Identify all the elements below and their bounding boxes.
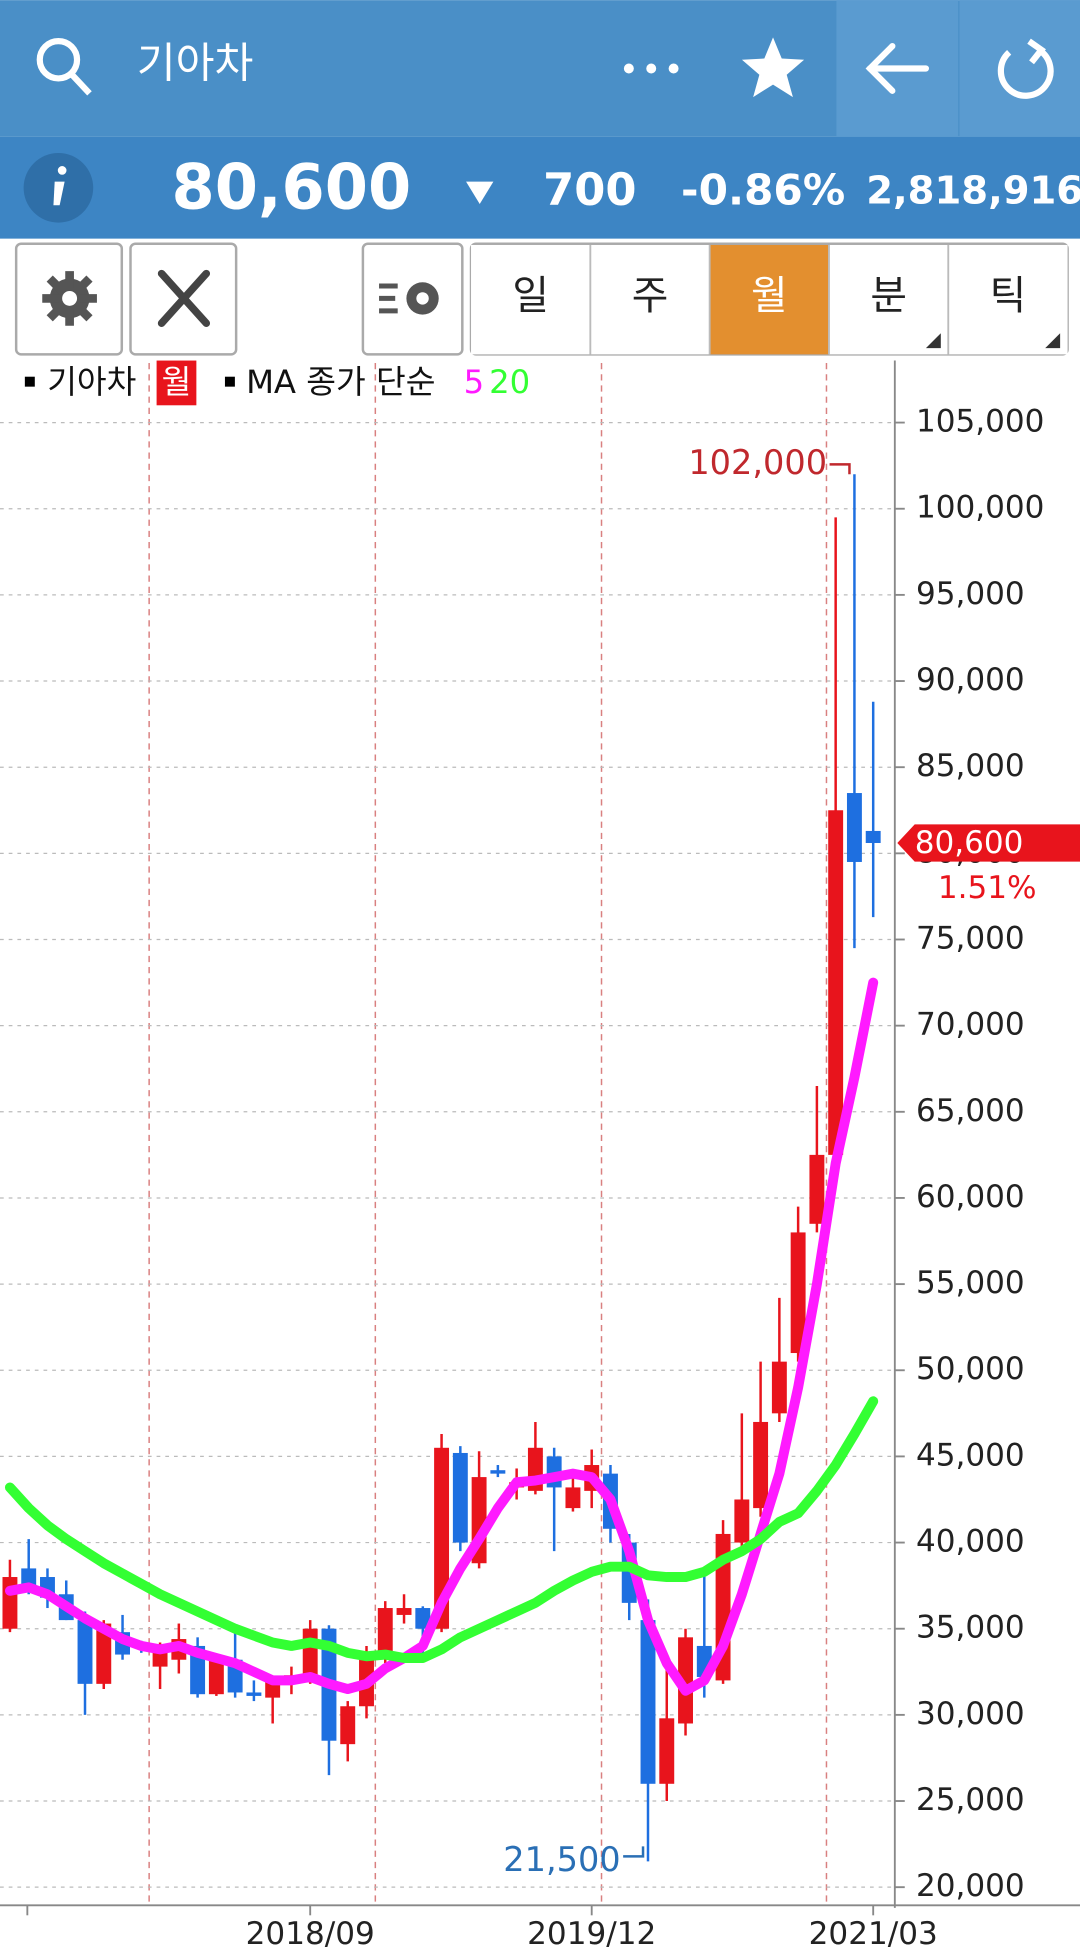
y-tick-label: 35,000 <box>916 1610 1025 1646</box>
y-tick-label: 25,000 <box>916 1782 1025 1818</box>
extreme-label: 21,500 <box>503 1840 620 1879</box>
candle-body <box>734 1499 750 1543</box>
last-price-change: 1.51% <box>938 870 1037 906</box>
indicator-settings-icon <box>379 282 439 315</box>
y-tick-label: 90,000 <box>916 662 1025 698</box>
y-tick-label: 65,000 <box>916 1093 1025 1129</box>
y-tick-label: 105,000 <box>916 404 1044 440</box>
period-tab[interactable] <box>471 244 591 355</box>
y-tick-label: 55,000 <box>916 1265 1025 1301</box>
period-tab-label[interactable]: 틱 <box>990 273 1027 319</box>
y-tick-label: 75,000 <box>916 920 1025 956</box>
period-badge: 월 <box>162 363 192 401</box>
refresh-button-bg[interactable] <box>959 0 1080 137</box>
candle-body <box>208 1659 224 1695</box>
info-icon <box>53 166 67 206</box>
search-icon[interactable] <box>36 38 92 96</box>
candle-body <box>302 1628 318 1676</box>
candle-body <box>452 1452 468 1543</box>
candle-body <box>809 1154 825 1224</box>
period-tab-label[interactable]: 월 <box>751 273 788 319</box>
volume: 2,818,916 <box>866 168 1080 213</box>
y-tick-label: 100,000 <box>916 490 1044 526</box>
candle-body <box>678 1637 693 1724</box>
candle-body <box>828 810 844 1155</box>
period-badge-bg <box>156 360 197 406</box>
y-tick-label: 40,000 <box>916 1524 1025 1560</box>
period-tab[interactable] <box>828 244 949 355</box>
period-tab[interactable] <box>948 244 1068 355</box>
dropdown-marker <box>925 333 941 349</box>
candle-body <box>96 1623 112 1684</box>
period-tab[interactable] <box>590 244 710 355</box>
y-tick-label: 85,000 <box>916 748 1025 784</box>
period-tab[interactable] <box>709 244 829 355</box>
candle-body <box>77 1620 93 1684</box>
candle-body <box>753 1421 769 1509</box>
candle-body <box>771 1361 787 1414</box>
change: 700 <box>543 163 636 216</box>
candle-body <box>246 1692 262 1696</box>
candle-body <box>340 1706 356 1745</box>
extreme-arrow <box>829 463 851 475</box>
dropdown-marker <box>1045 333 1061 349</box>
y-tick-label: 70,000 <box>916 1007 1025 1043</box>
candle-body <box>846 793 862 862</box>
candle-body <box>377 1608 393 1659</box>
candle-body <box>565 1487 581 1509</box>
candle-body <box>865 830 881 844</box>
candle-body <box>490 1470 506 1474</box>
legend-entry: 20 <box>489 363 530 401</box>
ma-line <box>4 977 879 1696</box>
back-icon[interactable] <box>865 43 929 94</box>
ma-line <box>4 1396 879 1663</box>
ma-title: MA 종가 단순 <box>246 363 435 401</box>
x-tick-label: 2018/09 <box>246 1916 375 1949</box>
tools-icon <box>157 269 211 327</box>
y-tick-label: 60,000 <box>916 1179 1025 1215</box>
candle-body <box>434 1447 450 1629</box>
change-rate: -0.86% <box>681 165 845 214</box>
price: 80,600 <box>172 151 412 224</box>
y-tick-label: 50,000 <box>916 1351 1025 1387</box>
refresh-icon[interactable] <box>997 38 1054 99</box>
candle-body <box>659 1718 675 1784</box>
period-tab-label[interactable]: 분 <box>870 273 907 319</box>
favorite-icon[interactable] <box>741 37 805 98</box>
x-tick-label: 2019/12 <box>527 1916 656 1949</box>
extreme-arrow <box>623 1846 645 1858</box>
candle-body <box>415 1608 431 1629</box>
more-icon[interactable] <box>623 63 679 74</box>
extreme-label: 102,000 <box>688 443 827 482</box>
period-tab-label[interactable]: 일 <box>512 273 549 319</box>
candle-body <box>21 1568 37 1586</box>
chart-area <box>0 358 1080 1949</box>
legend-stock: 기아차 <box>47 363 136 401</box>
quote-bar <box>0 136 1080 239</box>
y-tick-label: 95,000 <box>916 576 1025 612</box>
legend-entry: 5 <box>464 363 485 401</box>
period-tab-label[interactable]: 주 <box>632 273 669 319</box>
legend-marker <box>24 376 35 387</box>
down-arrow <box>466 181 494 204</box>
legend-marker <box>224 376 235 387</box>
last-price-label: 80,600 <box>915 825 1024 861</box>
gear-icon <box>42 271 97 326</box>
x-tick-label: 2021/03 <box>809 1916 938 1949</box>
candle-body <box>640 1620 656 1784</box>
candle-body <box>396 1608 412 1615</box>
y-tick-label: 30,000 <box>916 1696 1025 1732</box>
y-tick-label: 20,000 <box>916 1868 1025 1904</box>
candle-body <box>2 1577 18 1629</box>
candle-body <box>790 1232 806 1354</box>
y-tick-label: 45,000 <box>916 1437 1025 1473</box>
stock-title[interactable]: 기아차 <box>137 39 254 88</box>
last-price-tag <box>897 824 1080 862</box>
